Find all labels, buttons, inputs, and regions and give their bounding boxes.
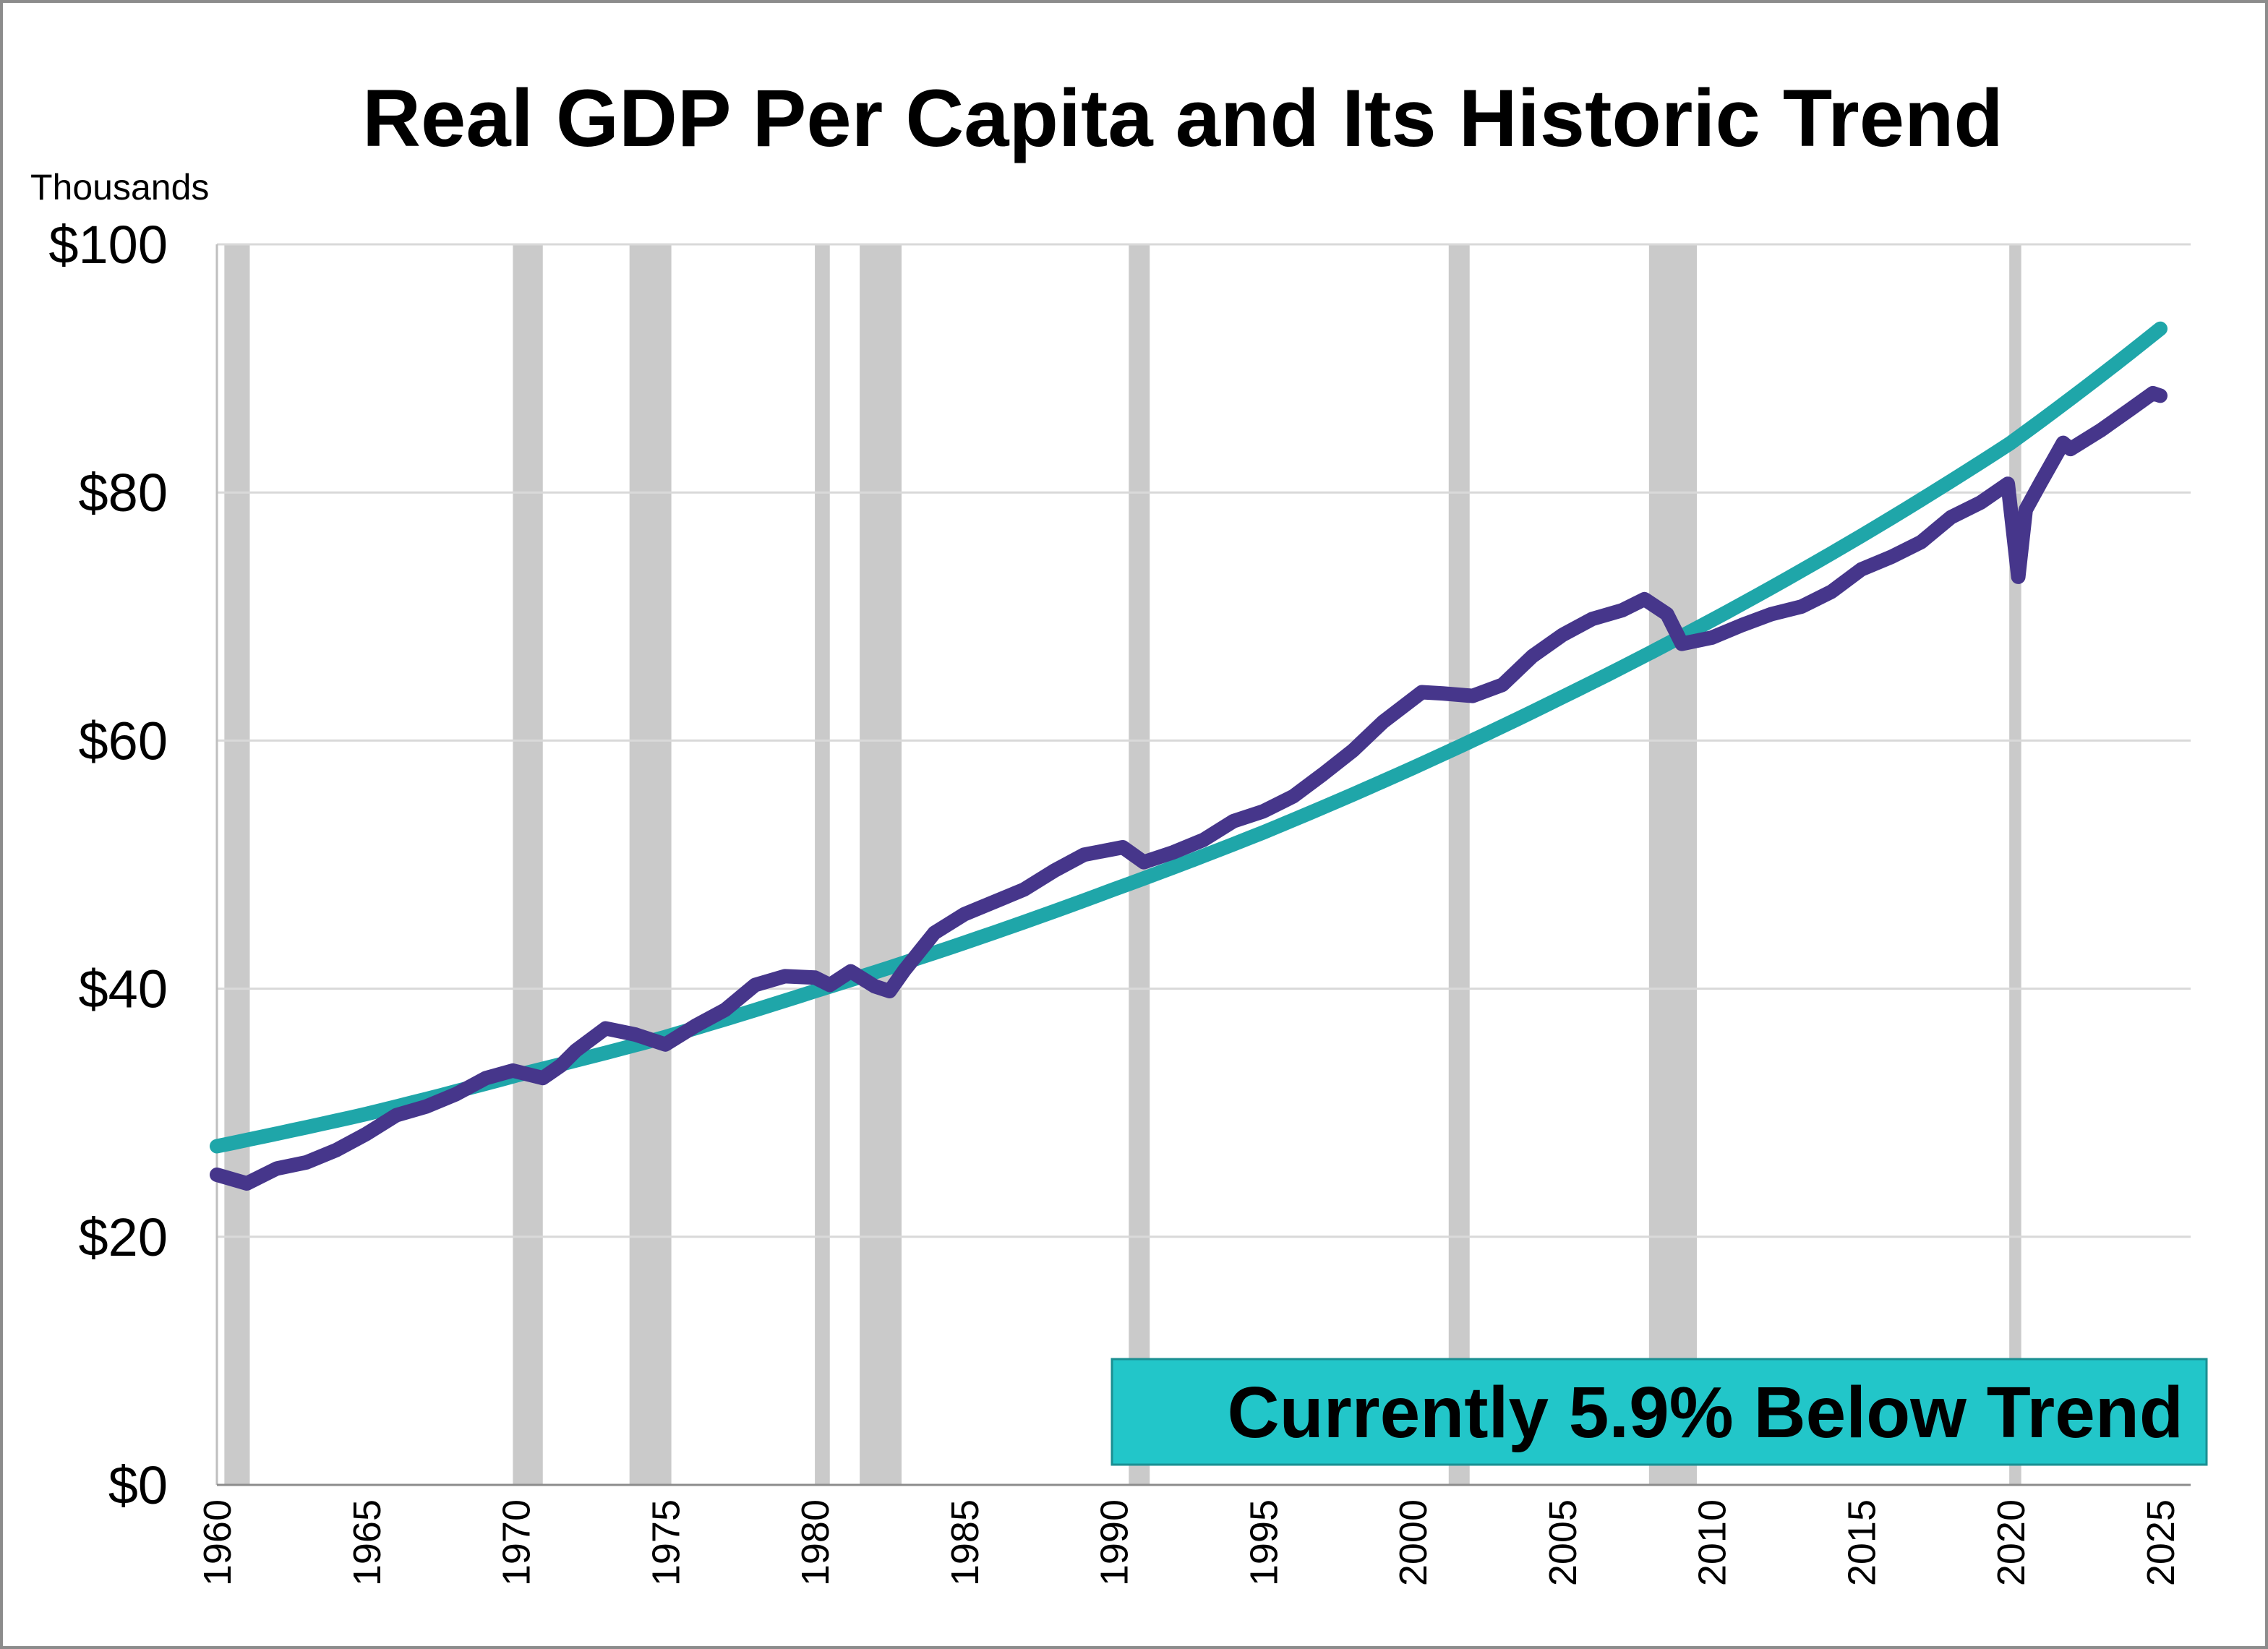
x-tick-label: 2000 [1392, 1499, 1435, 1586]
y-axis-unit-label: Thousands [30, 167, 209, 207]
x-tick-label: 1965 [346, 1499, 389, 1586]
y-tick-label: $0 [108, 1455, 168, 1515]
annotation-text: Currently 5.9% Below Trend [1227, 1372, 2183, 1453]
recession-band [1448, 244, 1470, 1485]
recession-band [1648, 244, 1698, 1485]
y-tick-label: $100 [48, 215, 168, 275]
recession-bands [224, 244, 2021, 1485]
x-tick-label: 1975 [644, 1499, 688, 1586]
x-tick-label: 2025 [2139, 1499, 2183, 1586]
x-tick-label: 1970 [495, 1499, 539, 1586]
recession-band [224, 244, 250, 1485]
x-tick-label: 1980 [794, 1499, 837, 1586]
x-tick-label: 2020 [1990, 1499, 2033, 1586]
gdp-per-capita-line [210, 385, 2168, 1191]
y-tick-label: $40 [79, 959, 168, 1019]
recession-band [815, 244, 830, 1485]
recession-band [513, 244, 543, 1485]
y-tick-label: $20 [79, 1207, 168, 1267]
y-axis-ticks: $0 $20 $40 $60 $80 $100 [48, 215, 168, 1515]
series-lines [210, 321, 2168, 1191]
trend-line [210, 321, 2168, 1154]
chart-title: Real GDP Per Capita and Its Historic Tre… [362, 73, 2003, 163]
annotation-box [1111, 1358, 2208, 1466]
x-tick-label: 1985 [943, 1499, 987, 1586]
x-tick-label: 2010 [1691, 1499, 1734, 1586]
y-tick-label: $60 [79, 711, 168, 771]
x-tick-label: 2015 [1840, 1499, 1883, 1586]
y-tick-label: $80 [79, 463, 168, 523]
x-axis-ticks: 1960 1965 1970 1975 1980 1985 1990 1995 2000 2005… [196, 1499, 2183, 1586]
x-tick-label: 2005 [1541, 1499, 1585, 1586]
recession-band [860, 244, 902, 1485]
x-tick-label: 1995 [1242, 1499, 1285, 1586]
gridlines [215, 243, 2191, 1486]
x-tick-label: 1990 [1093, 1499, 1137, 1586]
recession-band [629, 244, 672, 1485]
x-tick-label: 1960 [196, 1499, 239, 1586]
